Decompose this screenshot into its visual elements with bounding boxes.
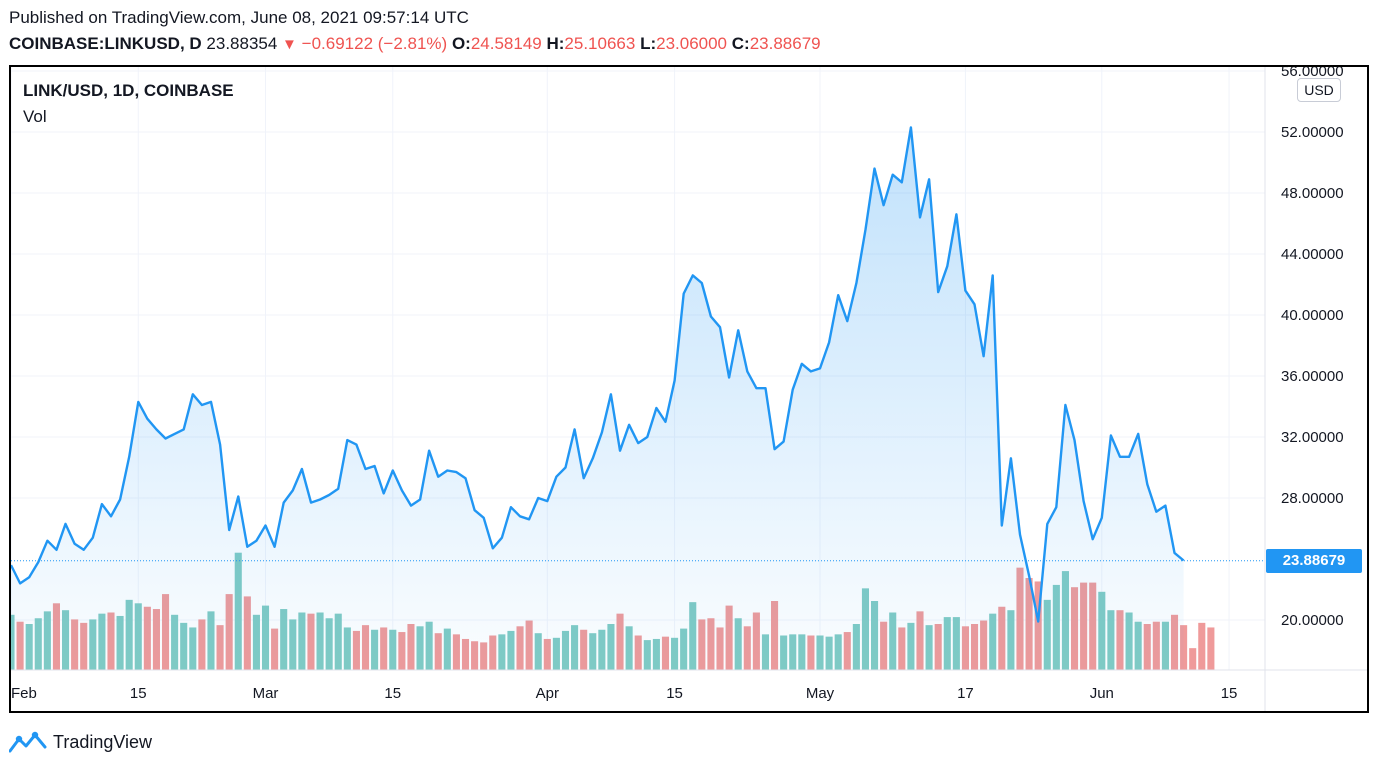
y-tick-label: 36.00000: [1281, 368, 1344, 385]
y-tick-label: 56.00000: [1281, 67, 1344, 80]
volume-bar: [1189, 648, 1197, 670]
x-tick-label: Feb: [11, 685, 37, 702]
legend-title: LINK/USD, 1D, COINBASE: [23, 81, 234, 100]
close-label: C:: [731, 34, 750, 53]
last-price-tag: 23.88679: [1266, 549, 1362, 573]
open-label: O:: [451, 34, 471, 53]
x-tick-label: 17: [957, 685, 974, 702]
price-chart[interactable]: 56.00000 52.00000 48.00000 44.00000 40.00000…: [11, 67, 1367, 711]
footer: TradingView: [9, 730, 152, 754]
x-tick-label: 15: [666, 685, 683, 702]
y-tick-label: 28.00000: [1281, 490, 1344, 507]
low-value: 23.06000: [656, 34, 728, 53]
x-tick-label: May: [806, 685, 835, 702]
y-tick-label: 32.00000: [1281, 429, 1344, 446]
price-change: −0.69122 (−2.81%): [301, 34, 448, 53]
volume-bar: [1198, 622, 1206, 670]
volume-bar: [1207, 627, 1215, 670]
symbol-label: COINBASE:LINKUSD, D: [9, 34, 202, 53]
chart-frame: [9, 65, 1369, 713]
published-note: Published on TradingView.com, June 08, 2…: [9, 8, 469, 27]
price-area-fill: [11, 127, 1184, 670]
x-tick-label: Jun: [1090, 685, 1114, 702]
y-tick-label: 52.00000: [1281, 124, 1344, 141]
footer-brand: TradingView: [53, 731, 153, 752]
x-tick-label: 15: [384, 685, 401, 702]
triangle-down-icon: ▼: [282, 36, 297, 53]
ohlc-header: COINBASE:LINKUSD, D 23.88354 ▼ −0.69122 …: [9, 34, 821, 54]
close-value: 23.88679: [749, 34, 821, 53]
open-value: 24.58149: [470, 34, 542, 53]
price-axis: 56.00000 52.00000 48.00000 44.00000 40.00000…: [1281, 67, 1344, 629]
x-tick-label: 15: [130, 685, 147, 702]
legend-vol: Vol: [23, 107, 47, 126]
volume-bar: [1180, 625, 1188, 670]
price-line: [11, 126, 1185, 623]
high-value: 25.10663: [564, 34, 636, 53]
last-price: 23.88354: [206, 34, 278, 53]
x-tick-label: Mar: [253, 685, 279, 702]
y-tick-label: 48.00000: [1281, 185, 1344, 202]
tradingview-logo-icon: [9, 731, 47, 753]
time-axis: Feb 15 Mar 15 Apr 15 May 17 Jun 15: [11, 685, 1237, 702]
y-tick-label: 20.00000: [1281, 612, 1344, 629]
low-label: L:: [640, 34, 657, 53]
high-label: H:: [546, 34, 565, 53]
currency-button[interactable]: USD: [1297, 78, 1341, 102]
y-tick-label: 44.00000: [1281, 246, 1344, 263]
x-tick-label: 15: [1221, 685, 1238, 702]
y-tick-label: 40.00000: [1281, 307, 1344, 324]
x-tick-label: Apr: [536, 685, 559, 702]
